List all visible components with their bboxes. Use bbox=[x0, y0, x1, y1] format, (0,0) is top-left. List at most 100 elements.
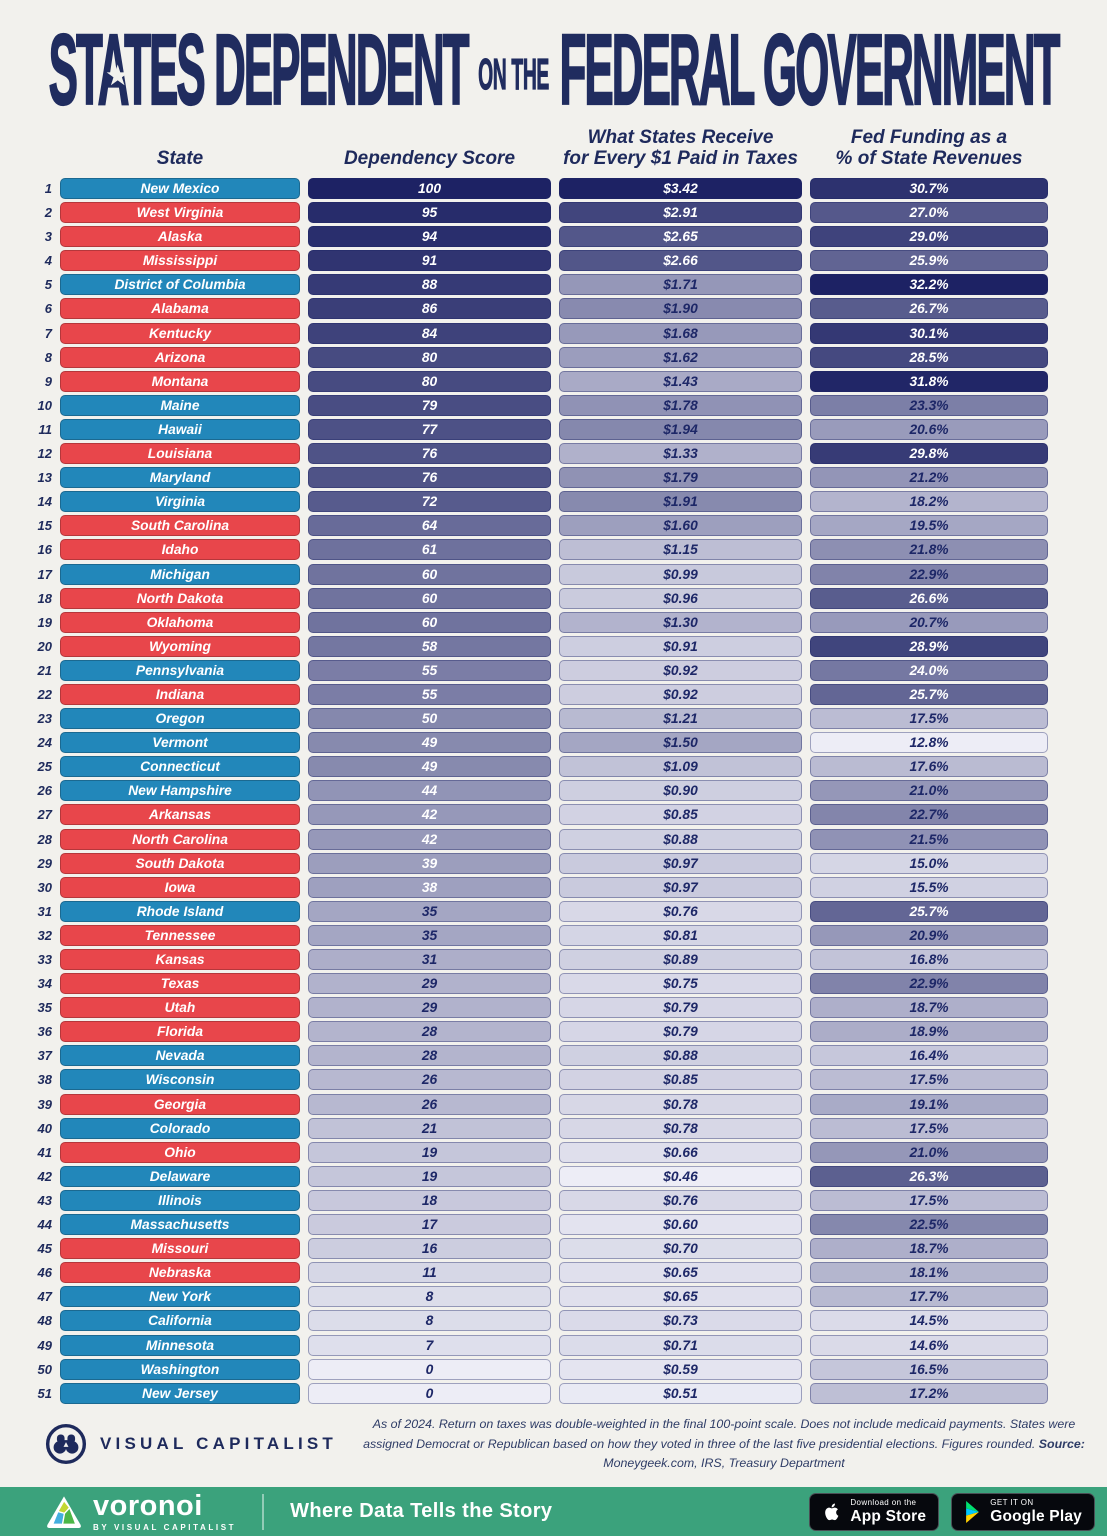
receive-cell: $0.85 bbox=[559, 1069, 802, 1091]
state-cell: Ohio bbox=[60, 1141, 300, 1163]
receive-cell: $0.78 bbox=[559, 1117, 802, 1139]
fed-funding-cell: 17.5% bbox=[810, 1069, 1048, 1091]
receive-cell: $1.43 bbox=[559, 370, 802, 392]
receive-cell: $1.50 bbox=[559, 732, 802, 754]
state-cell: Hawaii bbox=[60, 418, 300, 440]
rank-label: 11 bbox=[38, 421, 53, 437]
state-cell: Oregon bbox=[60, 708, 300, 730]
fed-funding-cell: 22.5% bbox=[810, 1214, 1048, 1236]
rank-label: 16 bbox=[37, 542, 52, 558]
state-cell: Alaska bbox=[60, 226, 300, 248]
fed-funding-cell: 16.8% bbox=[810, 949, 1048, 970]
score-cell: 11 bbox=[308, 1262, 551, 1284]
title-part-federal-government: FEDERAL GOVERNMENT bbox=[559, 14, 1061, 126]
rank-label: 17 bbox=[37, 566, 52, 582]
rank-label: 7 bbox=[44, 325, 52, 341]
state-cell: Nevada bbox=[60, 1045, 300, 1067]
binoculars-icon bbox=[45, 1424, 87, 1465]
rank-label: 14 bbox=[37, 494, 52, 510]
fed-funding-cell: 22.7% bbox=[810, 804, 1048, 826]
receive-cell: $0.97 bbox=[559, 876, 802, 898]
title-part-states-dependent: STATES DEPENDENT ★ bbox=[48, 19, 470, 121]
receive-cell: $1.78 bbox=[559, 394, 802, 416]
rank-label: 1 bbox=[44, 181, 52, 196]
rank-label: 28 bbox=[37, 831, 52, 847]
receive-cell: $0.75 bbox=[559, 973, 802, 995]
rank-label: 40 bbox=[37, 1120, 52, 1136]
rank-label: 49 bbox=[37, 1337, 52, 1353]
receive-cell: $1.79 bbox=[559, 467, 802, 489]
score-cell: 0 bbox=[308, 1358, 551, 1380]
state-cell: Alabama bbox=[60, 298, 300, 320]
store-badges: Download on the App Store GET IT ON Goog… bbox=[809, 1492, 1095, 1531]
score-cell: 0 bbox=[308, 1382, 551, 1404]
header-fed-funding: Fed Funding as a % of State Revenues bbox=[835, 126, 1023, 170]
fed-funding-cell: 16.5% bbox=[810, 1358, 1048, 1380]
receive-cell: $0.92 bbox=[559, 659, 802, 681]
rank-label: 34 bbox=[37, 976, 52, 992]
score-cell: 80 bbox=[308, 370, 551, 392]
receive-cell: $1.68 bbox=[559, 322, 802, 344]
state-cell: Utah bbox=[60, 997, 300, 1019]
score-cell: 77 bbox=[308, 418, 551, 440]
rank-label: 38 bbox=[37, 1072, 52, 1088]
state-cell: Texas bbox=[60, 973, 300, 995]
receive-cell: $0.73 bbox=[559, 1310, 802, 1332]
receive-cell: $3.42 bbox=[559, 178, 802, 199]
rank-label: 5 bbox=[44, 277, 52, 293]
score-cell: 91 bbox=[308, 250, 551, 272]
receive-cell: $0.59 bbox=[559, 1358, 802, 1380]
voronoi-logo: voronoi BY VISUAL CAPITALIST bbox=[45, 1489, 236, 1532]
receive-cell: $1.91 bbox=[559, 491, 802, 513]
score-cell: 86 bbox=[308, 298, 551, 320]
state-cell: Georgia bbox=[60, 1093, 300, 1115]
fed-funding-cell: 18.2% bbox=[810, 491, 1048, 513]
score-cell: 55 bbox=[308, 683, 551, 705]
state-cell: South Dakota bbox=[60, 852, 300, 874]
fed-funding-cell: 26.7% bbox=[810, 298, 1048, 320]
state-cell: Maryland bbox=[60, 467, 300, 489]
state-cell: Wisconsin bbox=[60, 1069, 300, 1091]
receive-cell: $0.92 bbox=[559, 683, 802, 705]
fed-funding-cell: 17.7% bbox=[810, 1286, 1048, 1308]
fed-funding-cell: 21.0% bbox=[810, 1141, 1048, 1163]
rank-label: 31 bbox=[37, 903, 52, 919]
score-cell: 29 bbox=[308, 973, 551, 995]
google-play-badge[interactable]: GET IT ON Google Play bbox=[951, 1492, 1095, 1531]
rank-label: 10 bbox=[37, 397, 52, 413]
score-cell: 28 bbox=[308, 1021, 551, 1043]
state-cell: Florida bbox=[60, 1021, 300, 1043]
score-cell: 31 bbox=[308, 949, 551, 970]
fed-funding-cell: 23.3% bbox=[810, 394, 1048, 416]
state-cell: California bbox=[60, 1310, 300, 1332]
state-cell: Arizona bbox=[60, 346, 300, 368]
receive-cell: $0.90 bbox=[559, 780, 802, 802]
receive-cell: $1.33 bbox=[559, 443, 802, 465]
footnote-text: As of 2024. Return on taxes was double-w… bbox=[363, 1417, 1085, 1470]
score-cell: 76 bbox=[308, 443, 551, 465]
app-store-badge[interactable]: Download on the App Store bbox=[809, 1492, 940, 1531]
fed-funding-cell: 22.9% bbox=[810, 973, 1048, 995]
receive-cell: $0.76 bbox=[559, 900, 802, 922]
rank-label: 37 bbox=[37, 1048, 52, 1064]
rank-label: 9 bbox=[44, 373, 52, 389]
receive-cell: $0.76 bbox=[559, 1189, 802, 1211]
state-cell: Virginia bbox=[60, 491, 300, 513]
fed-funding-cell: 29.0% bbox=[810, 226, 1048, 248]
fed-funding-cell: 32.2% bbox=[810, 274, 1048, 296]
rank-label: 39 bbox=[37, 1096, 52, 1112]
rank-label: 22 bbox=[37, 686, 52, 702]
receive-cell: $0.97 bbox=[559, 852, 802, 874]
voronoi-wordmark: voronoi bbox=[93, 1489, 203, 1522]
fed-funding-cell: 12.8% bbox=[810, 732, 1048, 754]
rank-label: 6 bbox=[44, 301, 52, 317]
state-cell: Rhode Island bbox=[60, 900, 300, 922]
score-cell: 38 bbox=[308, 876, 551, 898]
voronoi-footer-bar: voronoi BY VISUAL CAPITALIST Where Data … bbox=[0, 1487, 1107, 1536]
rank-label: 33 bbox=[37, 952, 52, 967]
receive-cell: $1.62 bbox=[559, 346, 802, 368]
rank-label: 41 bbox=[37, 1144, 52, 1160]
score-cell: 18 bbox=[308, 1189, 551, 1211]
state-cell: Washington bbox=[60, 1358, 300, 1380]
fed-funding-cell: 21.5% bbox=[810, 828, 1048, 850]
